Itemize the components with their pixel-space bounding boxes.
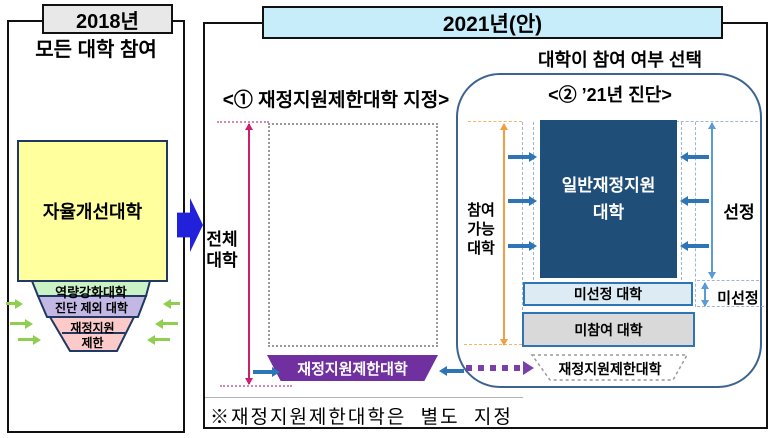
section1-title: <① 재정지원제한대학 지정> — [222, 90, 450, 111]
choice-note-2021: 대학이 참여 여부 선택 — [537, 50, 703, 70]
restricted-trapezoid: 재정지원제한대학 — [267, 355, 438, 381]
green-inflow-arrow — [162, 322, 178, 325]
tier-jindan-exclusion-label: 진단 제외 대학 — [55, 301, 128, 315]
participation-note-2018: 모든 대학 참여 — [35, 39, 157, 61]
total-label-line2: 대학 — [206, 251, 238, 270]
general-support-box: 일반재정지원 대학 — [540, 120, 677, 278]
participation-label-line1: 참여 — [467, 202, 495, 219]
unselected-axis-arrow — [704, 283, 706, 306]
participation-label-line3: 대학 — [467, 240, 495, 257]
guide-line — [697, 306, 764, 307]
divider-line — [205, 397, 523, 398]
participation-axis-arrow — [503, 124, 505, 345]
year-2021-header: 2021년(안) — [262, 6, 723, 39]
general-support-label-line2: 대학 — [592, 203, 625, 222]
restricted-inflow-arrow-right — [446, 369, 464, 373]
selection-arrow-right — [687, 199, 709, 203]
year-2018-header: 2018년 — [42, 4, 173, 34]
green-inflow-arrow — [6, 302, 16, 305]
participation-label-line2: 가능 — [467, 221, 495, 238]
selected-label: 선정 — [723, 203, 755, 222]
guide-line — [656, 121, 758, 122]
year-2021-label: 2021년(안) — [442, 12, 543, 36]
participation-label: 참여 가능 대학 — [459, 201, 503, 258]
year-2018-label: 2018년 — [76, 10, 139, 33]
restricted-inflow-arrow-left — [253, 370, 273, 374]
nonparticipating-box-label: 미참여 대학 — [574, 321, 643, 338]
total-universities-dotted-box — [268, 123, 438, 347]
selection-arrow-left — [508, 199, 530, 203]
tier-yeokryang-label: 역량강화대학 — [55, 285, 127, 300]
guide-line-orange — [468, 121, 522, 122]
guide-line — [697, 280, 759, 281]
tier-restricted-label-line2: 제한 — [81, 336, 104, 350]
section2-title: <② ’21년 진단> — [548, 85, 672, 105]
green-inflow-arrow — [18, 338, 34, 341]
unselected-label: 미선정 — [717, 290, 759, 307]
unselected-box: 미선정 대학 — [523, 282, 693, 306]
guide-line-pink — [220, 385, 292, 387]
selected-axis-arrow — [711, 123, 713, 278]
selection-arrow-left — [508, 155, 530, 159]
guide-line — [522, 122, 523, 345]
green-inflow-arrow — [154, 338, 170, 341]
total-axis-arrow — [248, 124, 250, 384]
restricted-dotted-trapezoid — [530, 354, 689, 381]
funnel-shapes — [30, 280, 152, 352]
nonparticipating-box: 미참여 대학 — [522, 312, 695, 347]
selection-arrow-right — [687, 244, 709, 248]
selection-arrow-left — [508, 244, 530, 248]
guide-line-orange — [464, 344, 522, 345]
selection-arrow-right — [687, 155, 709, 159]
restricted-trapezoid-label: 재정지원제한대학 — [297, 360, 408, 378]
tier-restricted-label-line1: 재정지원 — [70, 321, 115, 335]
total-label-line1: 전체 — [206, 230, 238, 249]
guide-line-pink — [217, 121, 269, 123]
general-support-label-line1: 일반재정지원 — [561, 176, 656, 195]
unselected-box-label: 미선정 대학 — [573, 286, 643, 302]
section2-rounded-box — [456, 73, 762, 388]
tier-jayul-label: 자율개선대학 — [42, 202, 143, 222]
guide-line — [695, 122, 696, 307]
footnote: ※재정지원제한대학은 별도 지정 — [210, 407, 513, 428]
total-universities-label: 전체 대학 — [200, 229, 244, 271]
green-inflow-arrow — [170, 302, 180, 305]
restricted-dotted-label: 재정지원제한대학 — [558, 361, 662, 377]
green-inflow-arrow — [10, 322, 26, 325]
tier-jayul-box: 자율개선대학 — [17, 140, 168, 282]
